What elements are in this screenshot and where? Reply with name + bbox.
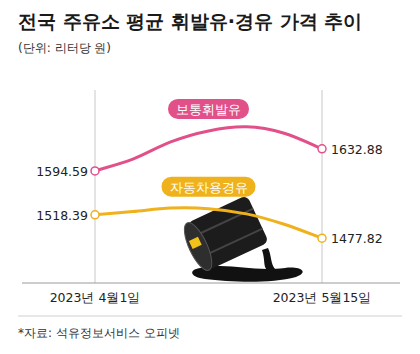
chart-root: 전국 주유소 평균 휘발유·경유 가격 추이 (단위: 리터당 원) 1594.59… xyxy=(0,0,420,354)
title: 전국 주유소 평균 휘발유·경유 가격 추이 xyxy=(18,10,362,32)
series-line xyxy=(95,127,322,171)
legend-label: 보통휘발유 xyxy=(176,102,241,117)
point-marker xyxy=(91,167,99,175)
point-marker xyxy=(91,211,99,219)
divider xyxy=(18,316,402,317)
x-axis xyxy=(22,283,400,284)
range-line xyxy=(322,90,323,283)
point-marker xyxy=(318,145,326,153)
point-marker xyxy=(318,234,326,242)
legend-pill xyxy=(162,177,256,197)
series-line xyxy=(95,208,322,238)
barrel-cap xyxy=(189,237,202,249)
labels: 1594.59 1632.88 보통휘발유 1518.39 1477.82 자동차용경유 xyxy=(36,99,382,246)
data-label: 1594.59 xyxy=(36,164,88,179)
data-label: 1477.82 xyxy=(331,231,383,246)
legend-pill xyxy=(168,99,249,119)
subtitle: (단위: 리터당 원) xyxy=(18,41,111,55)
data-label: 1632.88 xyxy=(331,142,383,157)
source: *자료: 석유정보서비스 오피넷 xyxy=(18,326,180,340)
x-tick-label: 2023년 5월15일 xyxy=(273,290,372,305)
oil-drip xyxy=(262,248,276,272)
data-label: 1518.39 xyxy=(36,208,88,223)
legend-label: 자동차용경유 xyxy=(170,180,248,195)
range-line xyxy=(95,90,96,283)
x-tick-label: 2023년 4월1일 xyxy=(50,290,141,305)
lines xyxy=(95,127,322,238)
barrel-rib xyxy=(203,229,263,257)
barrel-lid xyxy=(179,219,217,274)
chart-svg: 전국 주유소 평균 휘발유·경유 가격 추이 (단위: 리터당 원) 1594.59… xyxy=(0,0,420,354)
